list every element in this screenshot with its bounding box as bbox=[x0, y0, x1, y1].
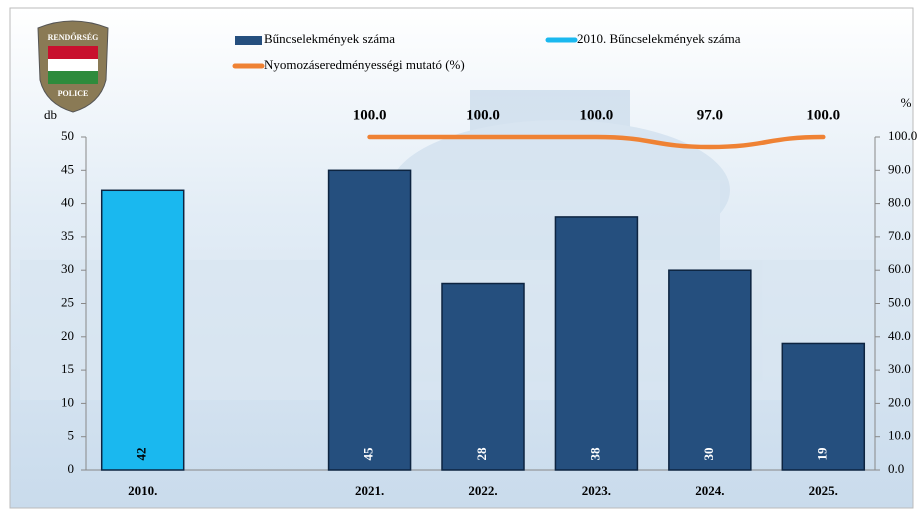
y-tick-label: 45 bbox=[61, 161, 74, 176]
legend-label: 2010. Bűncselekmények száma bbox=[577, 31, 741, 46]
line-value-label: 97.0 bbox=[697, 107, 723, 123]
logo-top-text: RENDŐRSÉG bbox=[48, 32, 99, 42]
y2-tick-label: 70.0 bbox=[888, 228, 911, 243]
bar bbox=[102, 190, 184, 470]
x-tick-label: 2023. bbox=[582, 483, 611, 498]
line-value-label: 100.0 bbox=[466, 107, 500, 123]
y-tick-label: 30 bbox=[61, 261, 74, 276]
y2-tick-label: 40.0 bbox=[888, 328, 911, 343]
legend-label: Bűncselekmények száma bbox=[264, 31, 395, 46]
y2-tick-label: 30.0 bbox=[888, 361, 911, 376]
bar-value-label: 38 bbox=[587, 447, 602, 461]
y-tick-label: 0 bbox=[68, 461, 75, 476]
bar-value-label: 28 bbox=[474, 447, 489, 461]
x-tick-label: 2022. bbox=[468, 483, 497, 498]
line-value-label: 100.0 bbox=[806, 107, 840, 123]
legend-label: Nyomozáseredményességi mutató (%) bbox=[264, 57, 465, 72]
y-axis-label: db bbox=[44, 107, 57, 122]
bar-value-label: 19 bbox=[814, 447, 829, 461]
bar-value-label: 42 bbox=[134, 448, 149, 461]
x-tick-label: 2010. bbox=[128, 483, 157, 498]
y2-axis-label: % bbox=[901, 95, 912, 110]
chart: RENDŐRSÉG POLICE db % 0 5 10 15 20 25 30 35 40 45… bbox=[0, 0, 923, 518]
y2-tick-label: 10.0 bbox=[888, 428, 911, 443]
y2-tick-label: 20.0 bbox=[888, 394, 911, 409]
y2-tick-label: 80.0 bbox=[888, 195, 911, 210]
y2-tick-label: 0.0 bbox=[888, 461, 904, 476]
x-tick-label: 2024. bbox=[695, 483, 724, 498]
y-tick-label: 5 bbox=[68, 428, 75, 443]
y2-tick-label: 50.0 bbox=[888, 294, 911, 309]
y2-tick-label: 90.0 bbox=[888, 161, 911, 176]
y2-tick-label: 60.0 bbox=[888, 261, 911, 276]
bar bbox=[555, 217, 637, 470]
line-value-label: 100.0 bbox=[580, 107, 614, 123]
bar bbox=[669, 270, 751, 470]
legend-swatch bbox=[235, 36, 262, 45]
bar-value-label: 45 bbox=[361, 447, 376, 461]
x-tick-label: 2025. bbox=[809, 483, 838, 498]
y-tick-label: 15 bbox=[61, 361, 74, 376]
y-tick-label: 20 bbox=[61, 328, 74, 343]
y-tick-label: 25 bbox=[61, 294, 74, 309]
line-value-label: 100.0 bbox=[353, 107, 387, 123]
y2-tick-label: 100.0 bbox=[888, 128, 917, 143]
bar bbox=[329, 170, 411, 470]
x-tick-label: 2021. bbox=[355, 483, 384, 498]
y-tick-label: 40 bbox=[61, 195, 74, 210]
bar-value-label: 30 bbox=[701, 448, 716, 461]
y-tick-label: 10 bbox=[61, 394, 74, 409]
y-tick-label: 50 bbox=[61, 128, 74, 143]
logo-bottom-text: POLICE bbox=[58, 89, 89, 98]
bar bbox=[442, 284, 524, 470]
y-tick-label: 35 bbox=[61, 228, 74, 243]
